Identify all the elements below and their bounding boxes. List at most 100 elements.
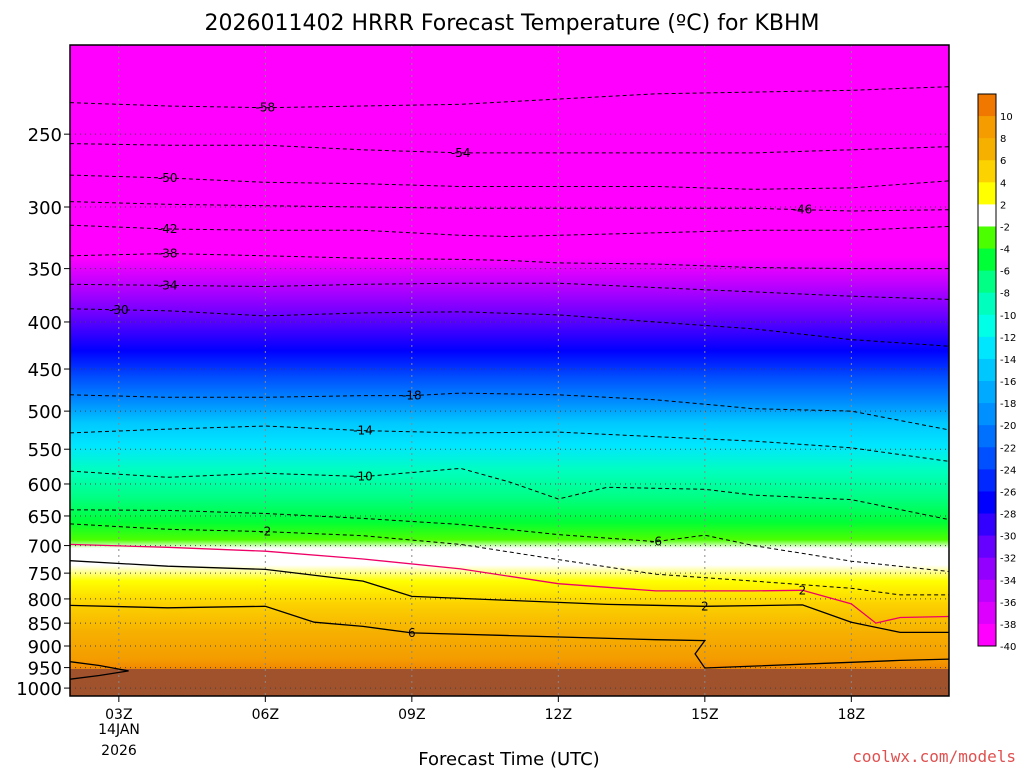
isotherm-line bbox=[70, 661, 129, 680]
temperature-field bbox=[70, 45, 949, 696]
isotherm-label: -14 bbox=[353, 424, 373, 438]
colorbar-label: -22 bbox=[1000, 443, 1016, 454]
isotherm-label: 2 bbox=[799, 583, 807, 597]
colorbar-swatch bbox=[978, 601, 996, 625]
colorbar-swatch bbox=[978, 160, 996, 183]
colorbar-swatch bbox=[978, 579, 996, 603]
isotherm-line bbox=[70, 308, 949, 347]
colorbar-swatch bbox=[978, 182, 996, 205]
colorbar-swatch bbox=[978, 381, 996, 404]
isotherm-label: -58 bbox=[256, 101, 276, 115]
colorbar-label: -26 bbox=[1000, 487, 1016, 498]
colorbar-label: 10 bbox=[1000, 112, 1013, 123]
plot-area: -58 -54 -50 -46 -42 -38 -34 -30 -18 -14 -10 -6 -2 2 2 6 bbox=[70, 45, 949, 696]
colorbar-label: -20 bbox=[1000, 421, 1016, 432]
x-tick-label: 03Z bbox=[105, 707, 132, 723]
isotherm-line bbox=[70, 523, 949, 596]
x-tick-label: 09Z bbox=[398, 707, 425, 723]
colorbar-swatch bbox=[978, 270, 996, 294]
grid-lines bbox=[70, 45, 949, 696]
colorbar-swatch bbox=[978, 491, 996, 515]
colorbar-label: -16 bbox=[1000, 377, 1016, 388]
isotherm-label: -50 bbox=[158, 171, 178, 185]
isotherm-line bbox=[70, 252, 949, 270]
credit-link[interactable]: coolwx.com/models bbox=[852, 747, 1016, 766]
colorbar-label: 6 bbox=[1000, 156, 1006, 167]
isotherm-label: -30 bbox=[109, 303, 129, 317]
isotherm-line bbox=[70, 604, 949, 669]
ground-layer bbox=[70, 669, 949, 696]
isotherm-line bbox=[70, 509, 949, 572]
colorbar-label: -4 bbox=[1000, 245, 1010, 256]
colorbar-label: -36 bbox=[1000, 598, 1016, 609]
colorbar-label: -28 bbox=[1000, 510, 1016, 521]
y-tick-label: 500 bbox=[28, 402, 62, 423]
colorbar-label: 8 bbox=[1000, 134, 1006, 145]
x-axis: 03Z 06Z 09Z 12Z 15Z 18Z bbox=[105, 696, 865, 723]
chart-title: 2026011402 HRRR Forecast Temperature (ºC… bbox=[205, 11, 820, 36]
colorbar-label: -18 bbox=[1000, 399, 1016, 410]
isotherm-label: 2 bbox=[701, 599, 709, 613]
isotherm-line bbox=[70, 201, 949, 212]
isotherm-label: -2 bbox=[259, 525, 271, 539]
y-tick-label: 350 bbox=[28, 260, 62, 281]
isotherm-line bbox=[70, 560, 949, 634]
colorbar-swatch bbox=[978, 248, 996, 272]
y-tick-label: 700 bbox=[28, 537, 62, 558]
x-axis-year: 2026 bbox=[101, 743, 137, 759]
colorbar-label: -40 bbox=[1000, 642, 1016, 653]
y-tick-label: 300 bbox=[28, 198, 62, 219]
isotherm-label: -54 bbox=[451, 146, 471, 160]
colorbar-label: -10 bbox=[1000, 311, 1016, 322]
x-tick-label: 06Z bbox=[252, 707, 279, 723]
y-tick-label: 950 bbox=[28, 659, 62, 680]
colorbar-label: -32 bbox=[1000, 554, 1016, 565]
color-legend: 10 8 6 4 2 -2 -4 -6 -8 -10 -12 -14 -16 -18 -20 -22 -24 -2… bbox=[977, 93, 1016, 653]
isotherm-label: 6 bbox=[408, 626, 416, 640]
colorbar-label: -24 bbox=[1000, 465, 1016, 476]
isotherm-contours: -58 -54 -50 -46 -42 -38 -34 -30 -18 -14 -10 -6 -2 2 2 6 bbox=[70, 86, 949, 680]
y-tick-label: 450 bbox=[28, 360, 62, 381]
colorbar-swatch bbox=[978, 314, 996, 338]
colorbar-label: 4 bbox=[1000, 178, 1006, 189]
isotherm-label: -18 bbox=[402, 389, 422, 403]
y-tick-label: 600 bbox=[28, 475, 62, 496]
x-axis-label: Forecast Time (UTC) bbox=[418, 749, 599, 768]
isotherm-line bbox=[70, 467, 949, 521]
colorbar-swatch bbox=[978, 94, 996, 117]
isotherm-line bbox=[70, 543, 949, 624]
y-tick-label: 750 bbox=[28, 564, 62, 585]
colorbar-swatch bbox=[978, 425, 996, 448]
y-tick-label: 250 bbox=[28, 125, 62, 146]
x-axis-date: 14JAN bbox=[98, 722, 140, 738]
isotherm-label: -46 bbox=[793, 203, 813, 217]
isotherm-label: -6 bbox=[650, 535, 662, 549]
colorbar-swatch bbox=[978, 204, 996, 227]
colorbar-label: -6 bbox=[1000, 267, 1010, 278]
colorbar-swatch bbox=[978, 513, 996, 537]
y-tick-label: 850 bbox=[28, 614, 62, 635]
isotherm-label: -10 bbox=[353, 470, 373, 484]
y-tick-label: 650 bbox=[28, 507, 62, 528]
colorbar-swatch bbox=[978, 447, 996, 470]
colorbar-label: -12 bbox=[1000, 333, 1016, 344]
colorbar-label: -34 bbox=[1000, 576, 1016, 587]
colorbar-swatch bbox=[978, 226, 996, 250]
colorbar-swatch bbox=[978, 535, 996, 559]
colorbar-swatch bbox=[978, 403, 996, 426]
y-axis: 2503003504004505005506006507007508008509… bbox=[16, 125, 70, 700]
colorbar-frame bbox=[977, 93, 997, 647]
colorbar-label: -30 bbox=[1000, 532, 1016, 543]
x-tick-label: 12Z bbox=[545, 707, 572, 723]
colorbar-label: -38 bbox=[1000, 620, 1016, 631]
colorbar-label: 2 bbox=[1000, 200, 1006, 211]
isotherm-line bbox=[70, 392, 949, 431]
isotherm-label: -38 bbox=[158, 246, 178, 260]
colorbar-label: -2 bbox=[1000, 222, 1010, 233]
colorbar-label: -14 bbox=[1000, 355, 1016, 366]
isotherm-line bbox=[70, 224, 949, 238]
isotherm-label: -34 bbox=[158, 278, 178, 292]
colorbar-label: -8 bbox=[1000, 289, 1010, 300]
colorbar-swatch bbox=[978, 116, 996, 139]
colorbar-swatch bbox=[978, 336, 996, 360]
